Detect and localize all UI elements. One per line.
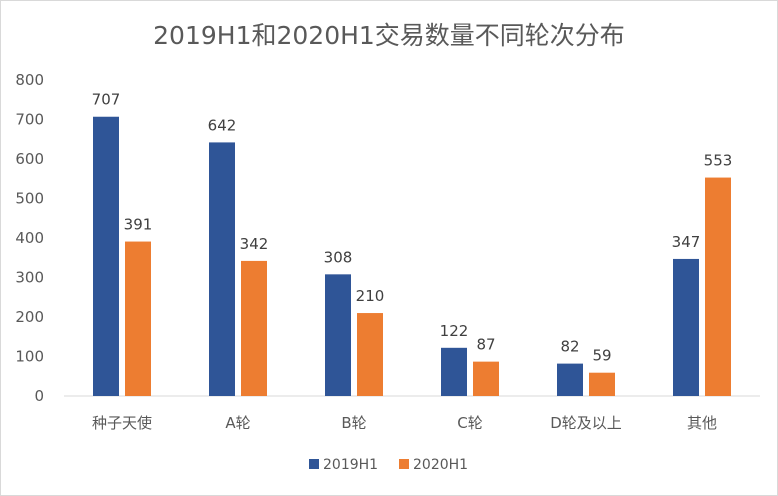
bar-2020H1 (473, 361, 499, 396)
data-label: 308 (324, 248, 353, 266)
y-tick-label: 500 (15, 190, 44, 208)
y-tick-label: 100 (15, 348, 44, 366)
bar-2019H1 (209, 142, 235, 396)
x-tick-label: B轮 (341, 414, 366, 432)
data-label: 347 (672, 233, 701, 251)
legend-label: 2019H1 (323, 457, 378, 473)
data-label: 210 (356, 287, 385, 305)
y-tick-label: 0 (34, 387, 44, 405)
y-tick-label: 300 (15, 269, 44, 287)
data-labels: 707 391 642 342 308 210 122 87 82 59 347 553 (92, 91, 733, 365)
y-tick-label: 800 (15, 71, 44, 89)
bar-2019H1 (325, 274, 351, 396)
legend: 2019H1 2020H1 (309, 457, 468, 473)
bar-2020H1 (357, 313, 383, 396)
legend-label: 2020H1 (413, 457, 468, 473)
y-tick-label: 400 (15, 229, 44, 247)
data-label: 122 (440, 322, 469, 340)
y-axis-ticks: 0 100 200 300 400 500 600 700 800 (15, 71, 44, 405)
bar-2020H1 (125, 241, 151, 396)
data-label: 59 (592, 347, 611, 365)
chart-title: 2019H1和2020H1交易数量不同轮次分布 (153, 21, 625, 50)
bar-2019H1 (441, 347, 467, 396)
bars (93, 116, 731, 397)
bar-2020H1 (589, 372, 615, 396)
bar-2019H1 (557, 363, 583, 396)
data-label: 342 (240, 235, 269, 253)
x-axis-categories: 种子天使 A轮 B轮 C轮 D轮及以上 其他 (92, 414, 717, 432)
data-label: 82 (560, 338, 579, 356)
data-label: 87 (476, 336, 495, 354)
x-tick-label: D轮及以上 (550, 414, 622, 432)
bar-2019H1 (673, 258, 699, 396)
bar-2019H1 (93, 116, 119, 397)
x-tick-label: C轮 (457, 414, 482, 432)
legend-swatch (309, 459, 319, 469)
legend-swatch (399, 459, 409, 469)
data-label: 553 (704, 152, 733, 170)
y-tick-label: 200 (15, 308, 44, 326)
y-tick-label: 700 (15, 111, 44, 129)
bar-2020H1 (705, 177, 731, 396)
x-tick-label: 种子天使 (92, 414, 152, 432)
data-label: 707 (92, 91, 121, 109)
data-label: 391 (124, 216, 153, 234)
y-tick-label: 600 (15, 150, 44, 168)
data-label: 642 (208, 116, 237, 134)
x-tick-label: 其他 (687, 414, 717, 432)
bar-2020H1 (241, 260, 267, 396)
x-tick-label: A轮 (225, 414, 250, 432)
